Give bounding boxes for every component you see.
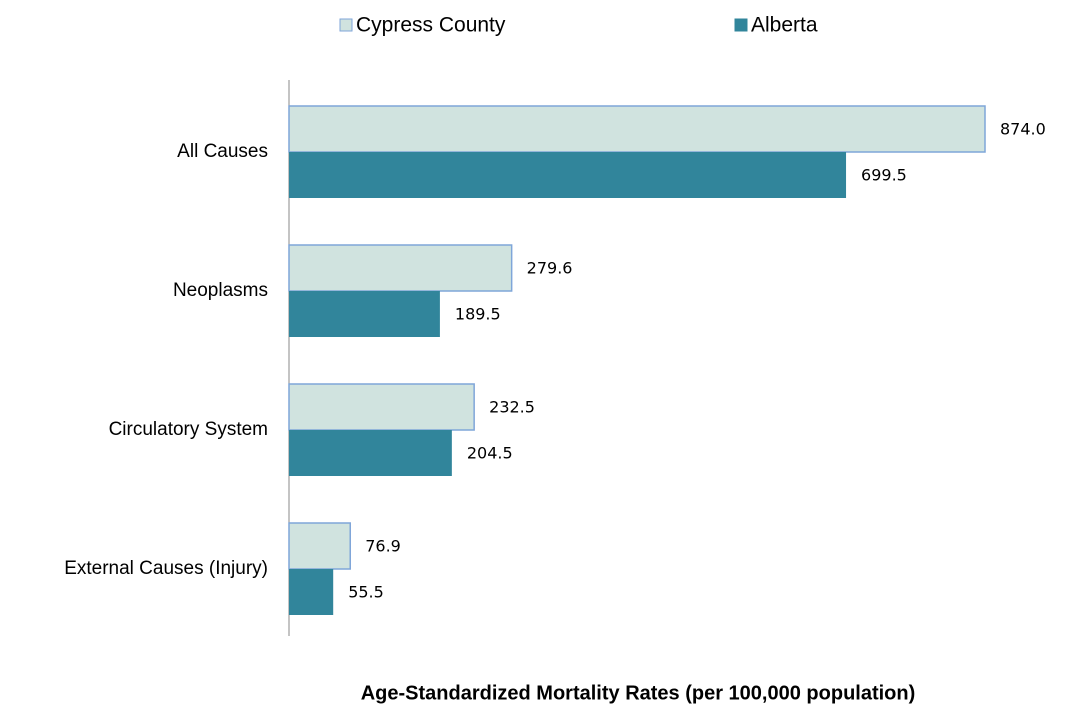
value-label: 76.9 — [365, 537, 401, 556]
category-label: Circulatory System — [109, 419, 268, 440]
category-label: Neoplasms — [173, 280, 268, 301]
value-label: 55.5 — [348, 583, 384, 602]
legend-swatch — [339, 18, 353, 32]
bar — [289, 152, 847, 198]
legend-label: Alberta — [751, 14, 818, 37]
bar — [288, 522, 351, 570]
bar — [288, 383, 475, 431]
legend-swatch — [734, 18, 748, 32]
value-label: 874.0 — [1000, 120, 1046, 139]
value-label: 699.5 — [861, 166, 907, 185]
value-label: 204.5 — [467, 444, 513, 463]
chart-title: Age-Standardized Mortality Rates (per 10… — [361, 682, 916, 704]
bar — [289, 569, 334, 615]
bar — [288, 105, 986, 153]
value-label: 232.5 — [489, 398, 535, 417]
value-label: 279.6 — [527, 259, 573, 278]
bar — [289, 430, 452, 476]
category-label: External Causes (Injury) — [64, 558, 268, 579]
bar — [289, 291, 440, 337]
legend-label: Cypress County — [356, 14, 506, 37]
bar — [288, 244, 513, 292]
category-label: All Causes — [177, 141, 268, 162]
value-label: 189.5 — [455, 305, 501, 324]
